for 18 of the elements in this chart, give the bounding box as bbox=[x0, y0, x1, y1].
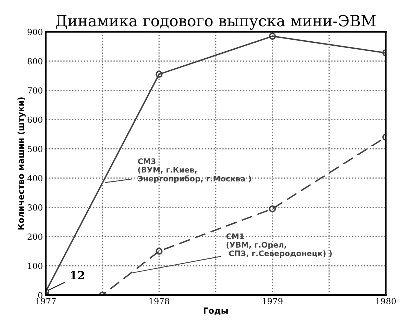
annotation: 12 bbox=[71, 271, 84, 280]
chart-title: Динамика годового выпуска мини-ЭВМ bbox=[56, 15, 376, 30]
y-axis-title: Количество машин (штуки) bbox=[18, 98, 26, 230]
x-tick-label: 1977 bbox=[36, 298, 56, 305]
y-tick-label: 700 bbox=[28, 88, 43, 94]
y-tick-label: 600 bbox=[28, 116, 43, 124]
y-tick-label: 300 bbox=[28, 204, 43, 211]
y-tick-label: 500 bbox=[28, 146, 43, 152]
y-tick-label: 400 bbox=[28, 175, 43, 182]
y-tick-label: 900 bbox=[28, 29, 43, 36]
x-tick-label: 1980 bbox=[376, 298, 396, 305]
y-tick-label: 200 bbox=[28, 234, 43, 240]
x-tick-label: 1978 bbox=[150, 298, 170, 305]
y-tick-label: 100 bbox=[28, 263, 43, 270]
y-tick-label: 0 bbox=[38, 292, 43, 299]
x-tick-label: 1979 bbox=[263, 298, 283, 305]
x-axis-title: Годы bbox=[204, 308, 228, 316]
y-tick-label: 800 bbox=[28, 58, 43, 65]
